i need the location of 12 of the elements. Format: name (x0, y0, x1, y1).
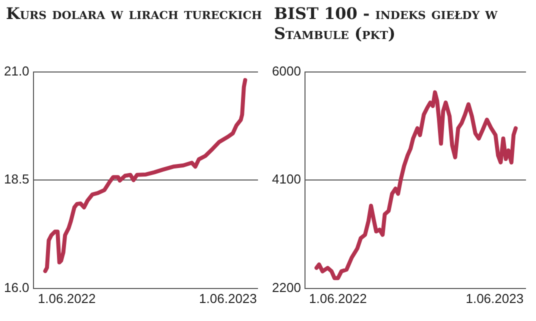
x-tick-label: 1.06.2023 (199, 290, 257, 306)
y-tick-label: 18.5 (4, 172, 30, 187)
x-tick-label: 1.06.2023 (466, 290, 524, 306)
y-tick-label: 6000 (272, 63, 301, 78)
y-tick-label: 2200 (272, 280, 301, 295)
chart-title: Kurs dolara w lirach tureckich (5, 3, 263, 25)
y-tick-label: 21.0 (4, 63, 30, 78)
y-tick-label: 16.0 (4, 280, 30, 295)
chart-title: BIST 100 - indeks giełdy w Stambule (pkt) (273, 3, 499, 45)
x-tick-label: 1.06.2022 (38, 290, 96, 306)
x-tick-label: 1.06.2022 (309, 290, 367, 306)
y-tick-label: 4100 (272, 172, 301, 187)
